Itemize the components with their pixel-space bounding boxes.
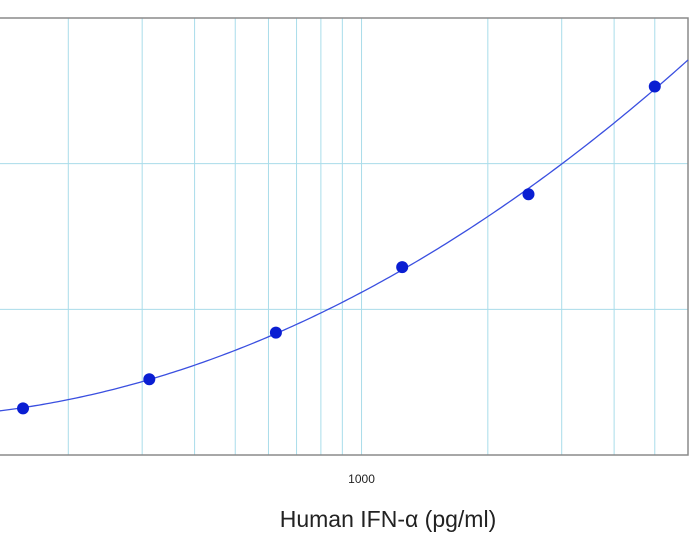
data-point (17, 402, 30, 415)
x-tick-label: 1000 (348, 472, 375, 486)
data-point (396, 261, 409, 274)
plot-frame (0, 17, 689, 456)
data-point (143, 373, 156, 386)
fit-curve (0, 59, 689, 412)
data-point (648, 80, 661, 93)
data-point (269, 326, 282, 339)
x-axis-title: Human IFN-α (pg/ml) (280, 506, 497, 532)
data-point (522, 188, 535, 201)
